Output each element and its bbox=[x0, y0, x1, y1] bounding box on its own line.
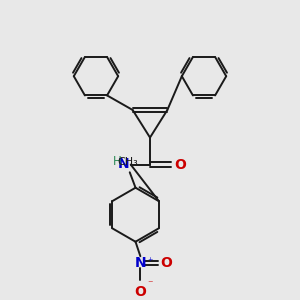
Text: CH₃: CH₃ bbox=[117, 158, 138, 167]
Text: N: N bbox=[118, 157, 130, 171]
Text: O: O bbox=[174, 158, 186, 172]
Text: O: O bbox=[160, 256, 172, 270]
Text: H: H bbox=[113, 155, 122, 168]
Text: O: O bbox=[134, 285, 146, 299]
Text: ⁻: ⁻ bbox=[147, 279, 153, 289]
Text: ⁺: ⁺ bbox=[147, 257, 153, 267]
Text: N: N bbox=[134, 256, 146, 270]
